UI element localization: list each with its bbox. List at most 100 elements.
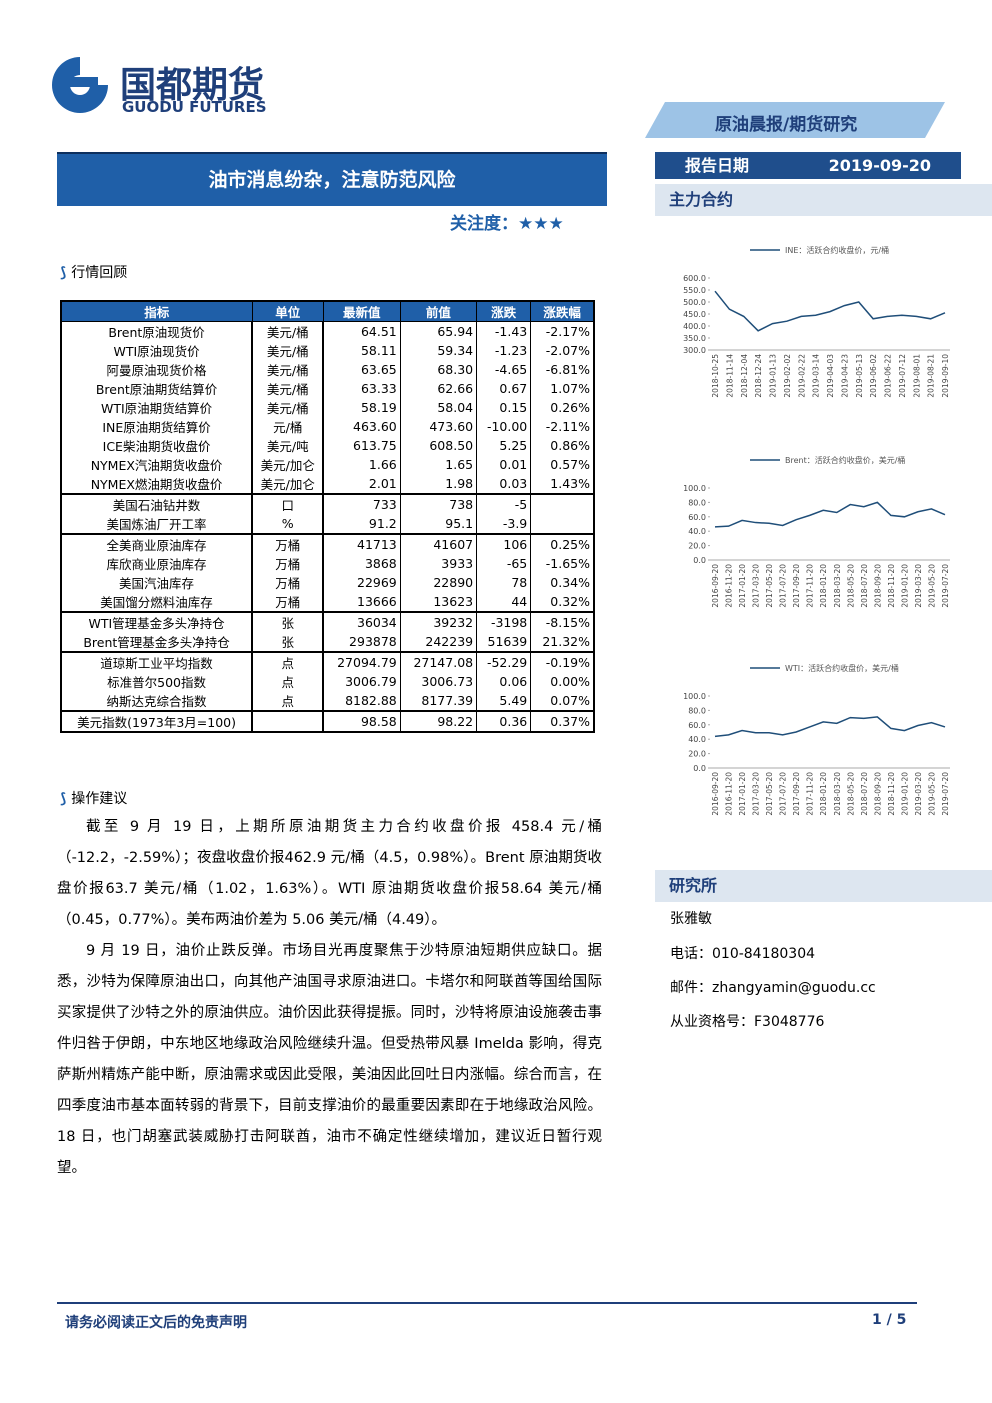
table-cell: 8177.39 [399, 691, 478, 712]
table-row: 阿曼原油现货价格 美元/桶 63.65 68.30 -4.65 -6.81% [60, 360, 595, 379]
table-cell: 13666 [322, 592, 401, 613]
line [714, 501, 946, 528]
table-cell: 613.75 [322, 436, 401, 455]
banner: 原油晨报/期货研究 [715, 115, 858, 135]
y-tick-label: 40.0 [688, 735, 706, 744]
table-cell: 27147.08 [399, 652, 478, 672]
table-cell: 口 [251, 494, 325, 514]
table-row: Brent管理基金多头净持仓张 293878 242239 51639 21.32% [60, 632, 595, 653]
table-cell: 元/桶 [251, 417, 325, 436]
table-cell: -5 [476, 494, 532, 514]
table-cell: -4.65 [476, 360, 532, 379]
table-cell: 63.65 [322, 360, 401, 379]
table-cell: Brent原油期货结算价 [60, 379, 254, 398]
x-tick-label: 2017-05-20 [765, 564, 774, 608]
table-cell: -2.17% [530, 321, 595, 341]
table-cell: 美国汽油库存 [60, 573, 254, 592]
x-tick-label: 2018-09-20 [873, 772, 882, 816]
header-cell: 最新值 [322, 300, 401, 322]
table-cell: 万桶 [251, 534, 325, 554]
table-cell: 0.86% [530, 436, 595, 455]
attention: 关注度：★★★ [450, 214, 564, 234]
y-tick-label: 100.0 [683, 484, 706, 493]
paragraph: 截至 9 月 19 日，上期所原油期货主力合约收盘价报 458.4 元/桶（-1… [57, 819, 602, 928]
table-row: NYMEX燃油期货收盘价 美元/加仑 2.01 1.98 0.03 1.43% [60, 474, 595, 495]
table-row: WTI管理基金多头净持仓张 36034 39232 -3198 -8.15% [60, 612, 595, 632]
x-tick-label: 2017-03-20 [752, 772, 761, 816]
table-cell: 58.04 [399, 398, 478, 417]
y-tick-label: 350.0 [683, 334, 706, 343]
table-cell: 98.58 [322, 711, 401, 733]
table-row: ICE柴油期货收盘价 美元/吨 613.75 608.50 5.25 0.86% [60, 436, 595, 455]
table-cell: 64.51 [322, 321, 401, 341]
table-cell: 41713 [322, 534, 401, 554]
table-cell: -1.43 [476, 321, 532, 341]
table-cell: 2.01 [322, 474, 401, 495]
x-tick-label: 2017-09-20 [792, 564, 801, 608]
table-cell: -6.81% [530, 360, 595, 379]
table-cell: 5.49 [476, 691, 532, 712]
table-cell: 44 [476, 592, 532, 613]
table-cell: -10.00 [476, 417, 532, 436]
x-tick-label: 2019-01-13 [769, 354, 778, 398]
report-date: 报告日期 2019-09-20 [655, 152, 961, 179]
table-row: WTI原油现货价 美元/桶 58.11 59.34 -1.23 -2.07% [60, 341, 595, 360]
y-tick-label: 0.0 [693, 764, 706, 773]
table-cell: 1.43% [530, 474, 595, 495]
table-cell: -8.15% [530, 612, 595, 632]
y-tick-label: 40.0 [688, 527, 706, 536]
x-tick-label: 2018-11-14 [725, 354, 734, 398]
table-cell: 59.34 [399, 341, 478, 360]
x-tick-label: 2019-07-20 [941, 564, 950, 608]
table-cell: 美元/吨 [251, 436, 325, 455]
y-tick-label: 60.0 [688, 513, 706, 522]
chart: Brent：活跃合约收盘价，美元/桶 0.0 20.0 40.0 60.0 80.0 100… [683, 455, 950, 608]
x-tick-label: 2019-03-20 [914, 772, 923, 816]
report-date-label: 报告日期 [685, 156, 750, 175]
institute-heading: 研究所 [655, 870, 992, 902]
x-tick-label: 2019-04-03 [826, 354, 835, 398]
y-tick-label: 100.0 [683, 692, 706, 701]
body-text: 截至 9 月 19 日，上期所原油期货主力合约收盘价报 458.4 元/桶（-1… [57, 812, 602, 1184]
x-tick-label: 2018-10-25 [711, 354, 720, 398]
table-cell: WTI原油现货价 [60, 341, 254, 360]
table-row: 美国汽油库存 万桶 22969 22890 78 0.34% [60, 573, 595, 592]
table-cell: 纳斯达克综合指数 [60, 691, 254, 712]
table-cell: 张 [251, 612, 325, 632]
table-cell: 0.07% [530, 691, 595, 712]
y-tick-label: 600.0 [683, 274, 706, 283]
x-tick-label: 2017-05-20 [765, 772, 774, 816]
table-cell: 463.60 [322, 417, 401, 436]
line [714, 290, 946, 332]
table-row: 道琼斯工业平均指数点 27094.79 27147.08 -52.29 -0.19% [60, 652, 595, 672]
table-cell: -2.07% [530, 341, 595, 360]
table-cell: 68.30 [399, 360, 478, 379]
table-cell: 美元/桶 [251, 398, 325, 417]
table-cell: -2.11% [530, 417, 595, 436]
x-tick-label: 2019-02-22 [797, 354, 806, 398]
table-cell: 22890 [399, 573, 478, 592]
table-cell: 36034 [322, 612, 401, 632]
header-cell: 前值 [399, 300, 478, 322]
table-cell: 293878 [322, 632, 401, 653]
x-tick-label: 2017-01-20 [738, 772, 747, 816]
table-cell: 242239 [399, 632, 478, 653]
table-cell: 58.11 [322, 341, 401, 360]
table-cell: % [251, 514, 325, 535]
logo-cn: 国都期货 [120, 65, 265, 106]
x-tick-label: 2017-01-20 [738, 564, 747, 608]
y-tick-label: 450.0 [683, 310, 706, 319]
x-tick-label: 2018-12-04 [740, 354, 749, 398]
table-row: 美国馏分燃料油库存 万桶 13666 13623 44 0.32% [60, 592, 595, 613]
table-row: INE原油期货结算价 元/桶 463.60 473.60 -10.00 -2.11% [60, 417, 595, 436]
y-tick-label: 80.0 [688, 706, 706, 715]
table-cell: 0.01 [476, 455, 532, 474]
x-tick-label: 2019-04-23 [840, 354, 849, 398]
table-cell: 733 [322, 494, 401, 514]
table-cell: 0.32% [530, 592, 595, 613]
table-cell: 美元/桶 [251, 379, 325, 398]
header-cell: 单位 [251, 300, 324, 322]
x-tick-label: 2018-01-20 [819, 564, 828, 608]
x-tick-label: 2016-09-20 [711, 564, 720, 608]
table-cell: 美国炼油厂开工率 [60, 514, 254, 535]
